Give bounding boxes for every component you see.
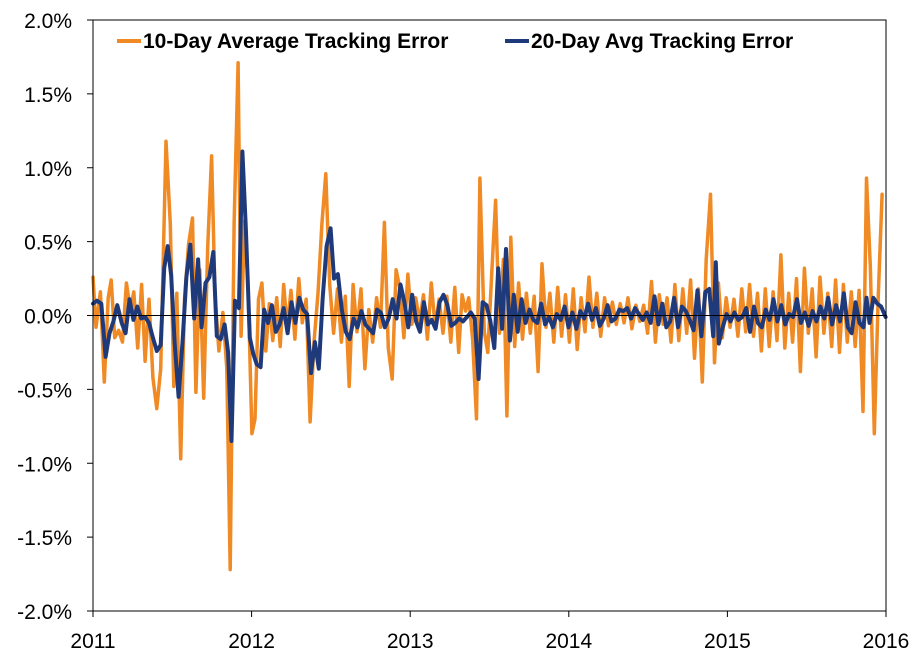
x-tick-label: 2015: [704, 630, 751, 653]
series-line-20-day: [91, 149, 888, 444]
legend-label: 10-Day Average Tracking Error: [143, 30, 448, 53]
x-tick-label: 2012: [228, 630, 275, 653]
x-tick-label: 2016: [863, 630, 910, 653]
series-line-10-day: [91, 61, 884, 572]
x-tick-label: 2014: [545, 630, 592, 653]
y-axis-tick-labels: 2.0% 1.5% 1.0% 0.5% 0.0% -0.5% -1.0% -1.5% -2.0%: [17, 10, 72, 624]
y-tick-label: 1.0%: [24, 158, 72, 181]
y-tick-label: 2.0%: [24, 10, 72, 33]
y-tick-label: 0.5%: [24, 232, 72, 255]
y-tick-label: -1.5%: [17, 527, 72, 550]
legend-label: 20-Day Avg Tracking Error: [531, 30, 793, 53]
x-tick-label: 2011: [70, 630, 115, 653]
axis-tick-marks: [87, 19, 887, 617]
y-tick-label: -2.0%: [17, 601, 72, 624]
y-tick-label: -0.5%: [17, 379, 72, 402]
y-tick-label: 1.5%: [24, 84, 72, 107]
y-tick-label: 0.0%: [24, 306, 72, 329]
x-axis-tick-labels: 2011 2012 2013 2014 2015 2016: [70, 630, 909, 653]
series-lines: [91, 61, 888, 572]
x-tick-label: 2013: [387, 630, 434, 653]
y-tick-label: -1.0%: [17, 453, 72, 476]
legend: 10-Day Average Tracking Error 20-Day Avg …: [117, 30, 793, 53]
